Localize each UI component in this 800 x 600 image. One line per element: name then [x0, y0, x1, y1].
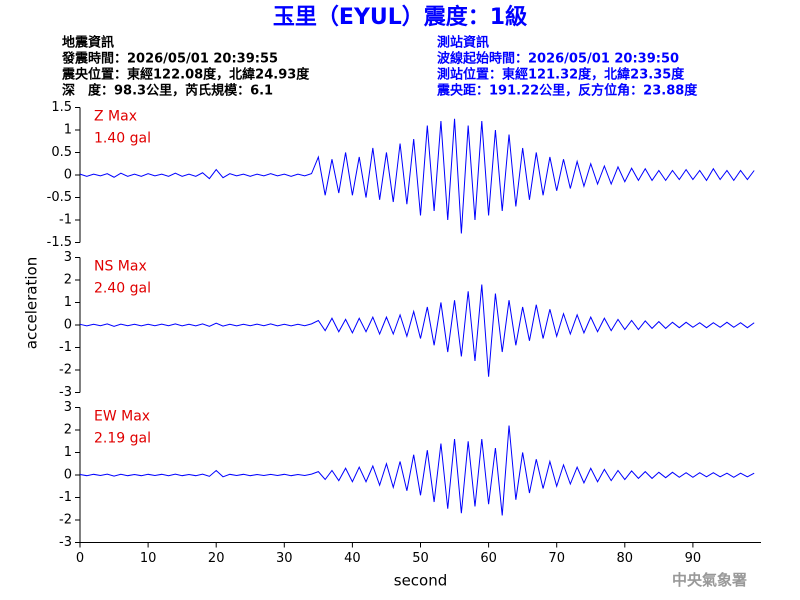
- info-text: 測站位置：東經121.32度，北緯23.35度: [437, 67, 685, 83]
- y-tick-label: 2: [64, 273, 72, 288]
- x-tick-label: 20: [208, 551, 225, 566]
- waveform: [79, 118, 755, 234]
- y-tick-label: 1.5: [51, 100, 72, 115]
- x-tick-label: 0: [76, 551, 84, 566]
- y-tick-label: -3: [59, 385, 72, 400]
- x-tick-label: 80: [617, 551, 634, 566]
- annotation: 2.19 gal: [94, 431, 151, 447]
- y-tick-label: -1: [59, 213, 72, 228]
- info-text: 震央位置：東經122.08度，北緯24.93度: [61, 67, 310, 83]
- watermark: 中央氣象署: [672, 571, 747, 589]
- annotation: EW Max: [94, 409, 150, 425]
- y-tick-label: 3: [64, 400, 72, 415]
- y-tick-label: 0: [64, 318, 72, 333]
- info-text: 測站資訊: [437, 35, 489, 51]
- y-tick-label: 1: [64, 123, 72, 138]
- y-tick-label: 1: [64, 295, 72, 310]
- x-tick-label: 50: [412, 551, 429, 566]
- annotation: NS Max: [94, 259, 147, 275]
- x-axis-label: second: [394, 572, 448, 590]
- y-tick-label: 2: [64, 423, 72, 438]
- annotation: 2.40 gal: [94, 281, 151, 297]
- x-tick-label: 30: [276, 551, 293, 566]
- waveform: [79, 284, 755, 377]
- y-tick-label: 3: [64, 250, 72, 265]
- info-text: 深 度：98.3公里，芮氏規模：6.1: [62, 83, 273, 99]
- x-tick-label: 90: [685, 551, 702, 566]
- y-tick-label: -1.5: [47, 235, 72, 250]
- annotation: Z Max: [94, 109, 137, 125]
- y-tick-label: -1: [59, 490, 72, 505]
- y-tick-label: 0: [64, 468, 72, 483]
- x-tick-label: 70: [548, 551, 565, 566]
- y-tick-label: 0.5: [51, 145, 72, 160]
- y-tick-label: -2: [59, 513, 72, 528]
- y-tick-label: 1: [64, 445, 72, 460]
- y-tick-label: -3: [59, 535, 72, 550]
- y-tick-label: -0.5: [47, 190, 72, 205]
- annotation: 1.40 gal: [94, 131, 151, 147]
- y-tick-label: -2: [59, 363, 72, 378]
- x-tick-label: 40: [344, 551, 361, 566]
- y-tick-label: 0: [64, 168, 72, 183]
- info-text: 發震時間：2026/05/01 20:39:55: [61, 51, 278, 67]
- x-tick-label: 10: [140, 551, 157, 566]
- y-tick-label: -1: [59, 340, 72, 355]
- y-axis-label: acceleration: [23, 257, 41, 349]
- info-text: 波線起始時間：2026/05/01 20:39:50: [437, 51, 679, 67]
- chart-title: 玉里（EYUL）震度：1級: [273, 4, 527, 30]
- waveform: [79, 425, 755, 516]
- x-tick-label: 60: [480, 551, 497, 566]
- info-text: 震央距：191.22公里，反方位角：23.88度: [436, 83, 698, 99]
- info-text: 地震資訊: [62, 35, 114, 51]
